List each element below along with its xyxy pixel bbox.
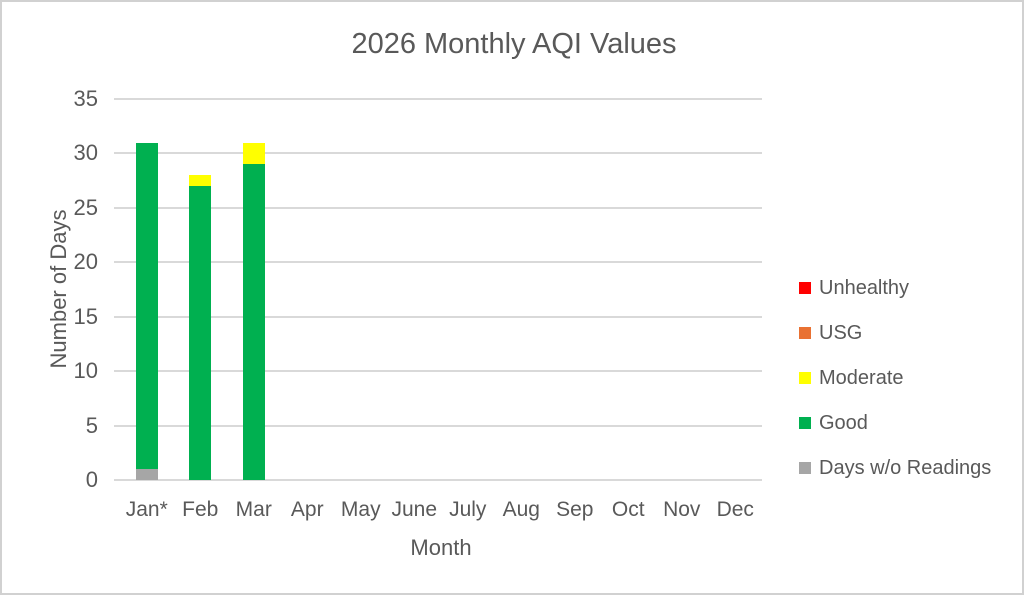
legend-swatch-usg: [799, 327, 811, 339]
legend-swatch-days_wo_readings: [799, 462, 811, 474]
bar-segment-moderate-Feb: [189, 175, 212, 187]
x-tick-label-July: July: [449, 498, 487, 521]
plot-area: [114, 98, 762, 481]
x-tick-label-Oct: Oct: [611, 498, 645, 521]
y-tick-label-15: 15: [73, 303, 98, 329]
gridline-10: [114, 370, 762, 373]
bar-segment-good-Feb: [189, 186, 212, 480]
gridline-35: [114, 98, 762, 100]
legend-item-days_wo_readings: Days w/o Readings: [799, 456, 991, 480]
y-tick-label-5: 5: [85, 412, 98, 438]
x-tick-label-Mar: Mar: [235, 498, 272, 521]
y-tick-label-0: 0: [85, 467, 98, 492]
bar-segment-moderate-Mar: [242, 142, 265, 165]
x-tick-label-Aug: Aug: [502, 498, 540, 521]
legend-label-good: Good: [819, 411, 868, 434]
gridline-20: [114, 261, 762, 264]
legend-item-good: Good: [799, 411, 991, 435]
y-tick-label-20: 20: [73, 249, 98, 275]
legend-item-moderate: Moderate: [799, 366, 991, 390]
chart-title: 2026 Monthly AQI Values: [351, 28, 677, 60]
legend-label-moderate: Moderate: [819, 366, 904, 389]
x-tick-label-May: May: [340, 498, 381, 521]
gridline-15: [114, 315, 762, 318]
legend-swatch-moderate: [799, 372, 811, 384]
y-tick-label-10: 10: [73, 358, 98, 384]
legend-swatch-unhealthy: [799, 282, 811, 294]
y-tick-label-35: 35: [73, 86, 98, 111]
legend-item-unhealthy: Unhealthy: [799, 276, 991, 300]
x-tick-label-Apr: Apr: [290, 498, 324, 521]
x-tick-label-Jan: Jan*: [125, 498, 168, 521]
gridline-30: [114, 152, 762, 155]
gridline-5: [114, 424, 762, 427]
x-axis-title: Month: [410, 535, 472, 560]
bar-segment-good-Mar: [242, 164, 265, 480]
x-tick-label-Feb: Feb: [182, 498, 219, 521]
gridline-25: [114, 206, 762, 209]
x-tick-label-Nov: Nov: [663, 498, 701, 521]
y-tick-label-30: 30: [73, 140, 98, 166]
x-tick-label-Dec: Dec: [716, 498, 754, 521]
legend-label-unhealthy: Unhealthy: [819, 276, 910, 299]
x-tick-label-June: June: [391, 498, 438, 521]
bar-segment-good-Jan: [135, 142, 158, 470]
legend-swatch-good: [799, 417, 811, 429]
x-tick-label-Sep: Sep: [556, 498, 594, 521]
legend-label-usg: USG: [819, 321, 863, 344]
y-tick-label-25: 25: [73, 194, 98, 220]
legend-label-days_wo_readings: Days w/o Readings: [819, 456, 992, 479]
bar-segment-days_wo_readings-Jan: [135, 469, 158, 480]
gridline-0: [114, 479, 762, 481]
legend-item-usg: USG: [799, 321, 991, 345]
legend: Unhealthy USG Moderate Good Days w/o Reading…: [799, 276, 991, 501]
